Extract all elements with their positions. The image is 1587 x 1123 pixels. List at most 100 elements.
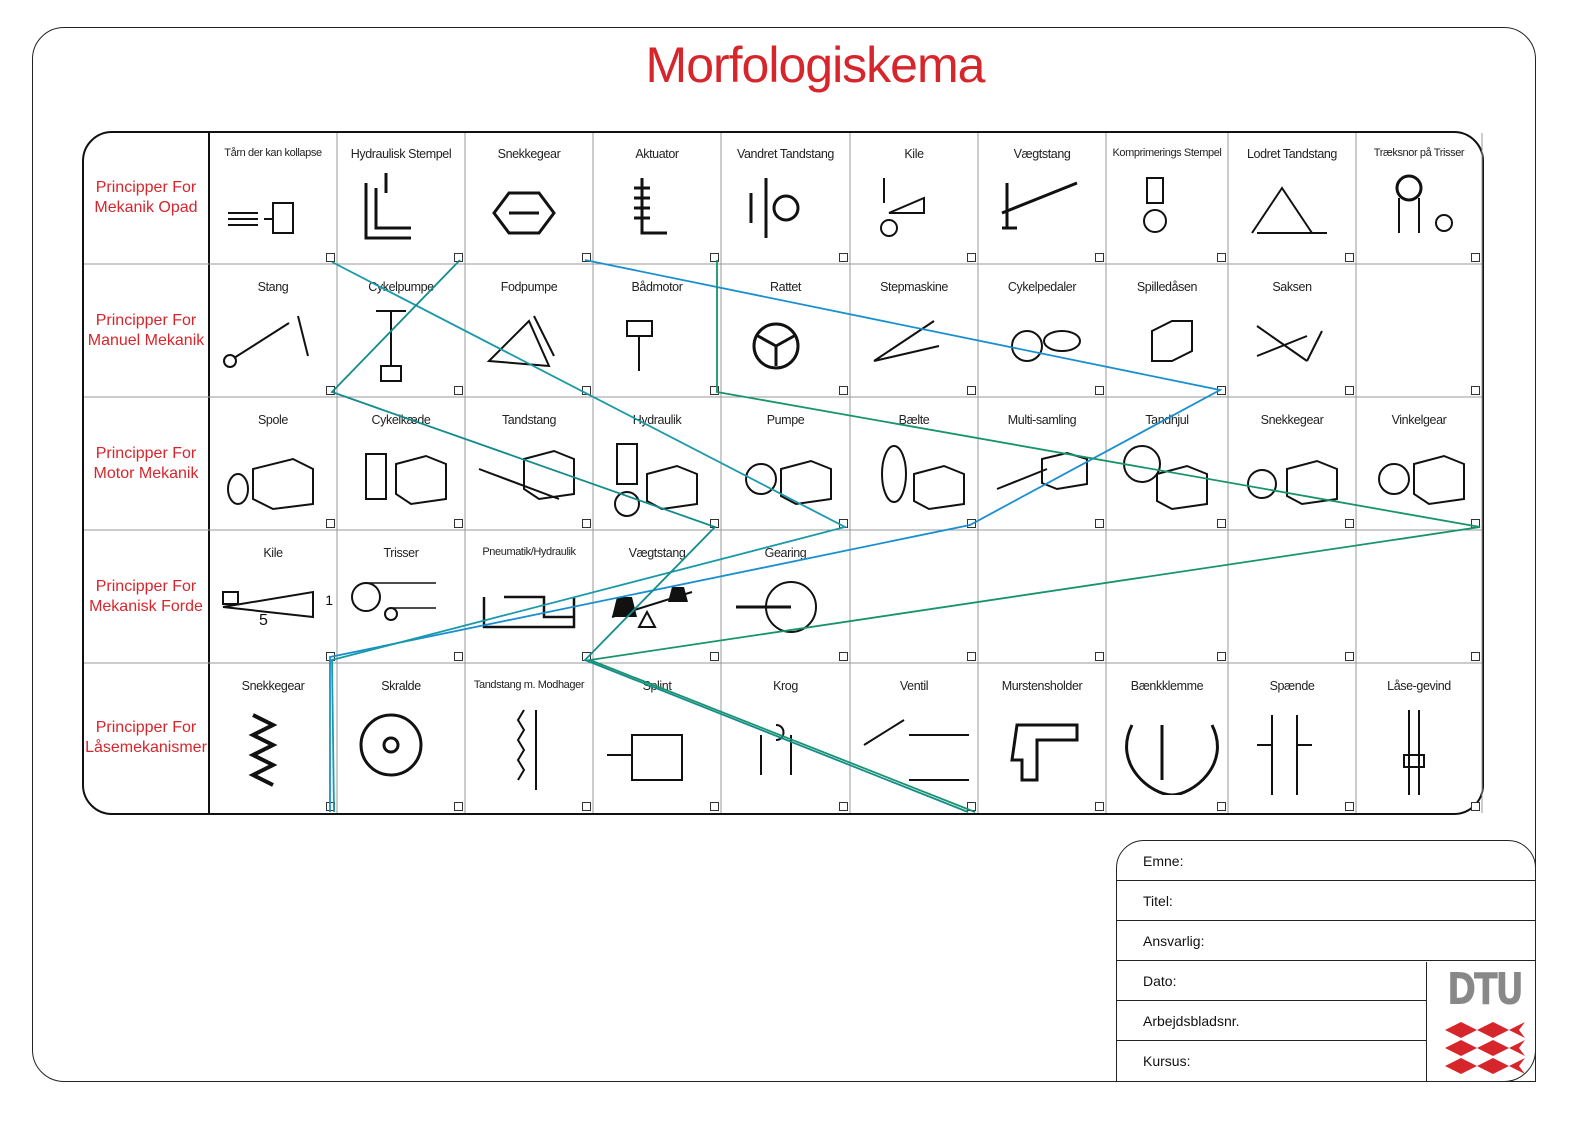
morphology-cell[interactable] [1228, 530, 1356, 663]
cell-checkbox[interactable] [967, 253, 976, 262]
morphology-cell[interactable]: Tandstang [465, 397, 593, 530]
cell-checkbox[interactable] [839, 802, 848, 811]
info-arbejdsbladsnr[interactable]: Arbejdsbladsnr. [1117, 1001, 1427, 1041]
morphology-cell[interactable]: Multi-samling [978, 397, 1106, 530]
cell-checkbox[interactable] [326, 652, 335, 661]
morphology-cell[interactable]: Skralde [337, 663, 465, 813]
cell-checkbox[interactable] [454, 519, 463, 528]
cell-checkbox[interactable] [1217, 519, 1226, 528]
morphology-cell[interactable]: Pumpe [721, 397, 850, 530]
morphology-cell[interactable]: Ventil [850, 663, 978, 813]
cell-checkbox[interactable] [1095, 652, 1104, 661]
cell-checkbox[interactable] [454, 802, 463, 811]
cell-checkbox[interactable] [710, 652, 719, 661]
cell-checkbox[interactable] [967, 386, 976, 395]
cell-checkbox[interactable] [1345, 652, 1354, 661]
cell-checkbox[interactable] [582, 802, 591, 811]
info-kursus[interactable]: Kursus: [1143, 1053, 1191, 1069]
morphology-cell[interactable]: Snekkegear [1228, 397, 1356, 530]
cell-checkbox[interactable] [839, 386, 848, 395]
cell-checkbox[interactable] [1471, 386, 1480, 395]
morphology-cell[interactable]: Bælte [850, 397, 978, 530]
cell-checkbox[interactable] [454, 386, 463, 395]
cell-checkbox[interactable] [967, 802, 976, 811]
cell-checkbox[interactable] [1345, 802, 1354, 811]
morphology-cell[interactable]: Gearing [721, 530, 850, 663]
cell-checkbox[interactable] [1471, 802, 1480, 811]
info-dato[interactable]: Dato: [1117, 961, 1427, 1001]
cell-checkbox[interactable] [839, 652, 848, 661]
cell-checkbox[interactable] [326, 253, 335, 262]
cell-checkbox[interactable] [1345, 253, 1354, 262]
morphology-cell[interactable] [1356, 530, 1482, 663]
cell-checkbox[interactable] [454, 253, 463, 262]
cell-checkbox[interactable] [582, 519, 591, 528]
morphology-cell[interactable]: Lodret Tandstang [1228, 131, 1356, 264]
morphology-cell[interactable]: Vægtstang [593, 530, 721, 663]
morphology-cell[interactable] [1356, 264, 1482, 397]
morphology-cell[interactable]: Bænkklemme [1106, 663, 1228, 813]
cell-checkbox[interactable] [326, 802, 335, 811]
morphology-cell[interactable]: Saksen [1228, 264, 1356, 397]
cell-checkbox[interactable] [1345, 519, 1354, 528]
morphology-cell[interactable]: Vinkelgear [1356, 397, 1482, 530]
morphology-cell[interactable]: Cykelpumpe [337, 264, 465, 397]
cell-checkbox[interactable] [839, 253, 848, 262]
morphology-cell[interactable]: Tandstang m. Modhager [465, 663, 593, 813]
morphology-cell[interactable]: Vandret Tandstang [721, 131, 850, 264]
cell-checkbox[interactable] [710, 253, 719, 262]
morphology-cell[interactable]: Cykelkæde [337, 397, 465, 530]
morphology-cell[interactable]: Cykelpedaler [978, 264, 1106, 397]
cell-checkbox[interactable] [710, 386, 719, 395]
morphology-cell[interactable]: Rattet [721, 264, 850, 397]
cell-checkbox[interactable] [1217, 652, 1226, 661]
cell-checkbox[interactable] [326, 519, 335, 528]
cell-checkbox[interactable] [839, 519, 848, 528]
morphology-cell[interactable] [850, 530, 978, 663]
morphology-cell[interactable]: Spilledåsen [1106, 264, 1228, 397]
cell-checkbox[interactable] [967, 652, 976, 661]
cell-checkbox[interactable] [582, 652, 591, 661]
morphology-cell[interactable]: Krog [721, 663, 850, 813]
cell-checkbox[interactable] [454, 652, 463, 661]
morphology-cell[interactable]: Kile 1 5 [209, 530, 337, 663]
cell-checkbox[interactable] [1095, 253, 1104, 262]
cell-checkbox[interactable] [1095, 386, 1104, 395]
morphology-cell[interactable]: Komprimerings Stempel [1106, 131, 1228, 264]
morphology-cell[interactable] [1106, 530, 1228, 663]
cell-checkbox[interactable] [710, 519, 719, 528]
cell-checkbox[interactable] [1345, 386, 1354, 395]
morphology-cell[interactable]: Aktuator [593, 131, 721, 264]
cell-checkbox[interactable] [710, 802, 719, 811]
cell-checkbox[interactable] [1471, 652, 1480, 661]
morphology-cell[interactable]: Pneumatik/Hydraulik [465, 530, 593, 663]
morphology-cell[interactable]: Bådmotor [593, 264, 721, 397]
cell-checkbox[interactable] [1471, 519, 1480, 528]
morphology-cell[interactable]: Trisser [337, 530, 465, 663]
cell-checkbox[interactable] [1217, 253, 1226, 262]
morphology-cell[interactable]: Hydraulik [593, 397, 721, 530]
morphology-cell[interactable] [978, 530, 1106, 663]
morphology-cell[interactable]: Vægtstang [978, 131, 1106, 264]
morphology-cell[interactable]: Splint [593, 663, 721, 813]
cell-checkbox[interactable] [582, 386, 591, 395]
morphology-cell[interactable]: Fodpumpe [465, 264, 593, 397]
cell-checkbox[interactable] [1471, 253, 1480, 262]
morphology-cell[interactable]: Spænde [1228, 663, 1356, 813]
cell-checkbox[interactable] [967, 519, 976, 528]
info-emne[interactable]: Emne: [1117, 841, 1535, 881]
morphology-cell[interactable]: Træksnor på Trisser [1356, 131, 1482, 264]
morphology-cell[interactable]: Spole [209, 397, 337, 530]
morphology-cell[interactable]: Låse-gevind [1356, 663, 1482, 813]
morphology-cell[interactable]: Tandhjul [1106, 397, 1228, 530]
morphology-cell[interactable]: Murstensholder [978, 663, 1106, 813]
cell-checkbox[interactable] [326, 386, 335, 395]
cell-checkbox[interactable] [1217, 386, 1226, 395]
cell-checkbox[interactable] [582, 253, 591, 262]
cell-checkbox[interactable] [1217, 802, 1226, 811]
morphology-cell[interactable]: Hydraulisk Stempel [337, 131, 465, 264]
info-ansvarlig[interactable]: Ansvarlig: [1117, 921, 1535, 961]
cell-checkbox[interactable] [1095, 519, 1104, 528]
cell-checkbox[interactable] [1095, 802, 1104, 811]
morphology-cell[interactable]: Snekkegear [465, 131, 593, 264]
